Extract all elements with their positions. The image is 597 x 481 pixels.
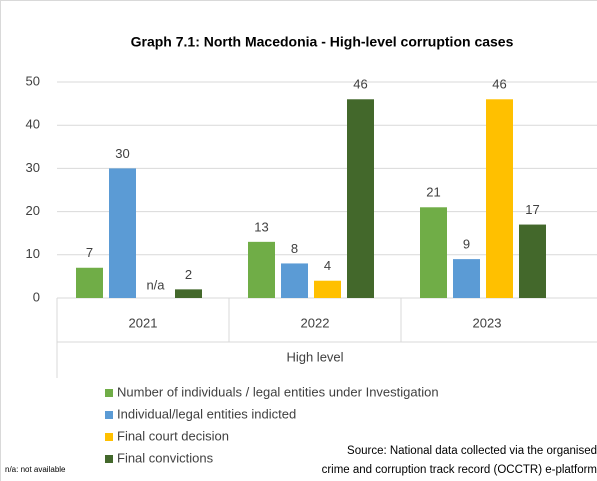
data-label: 46	[492, 77, 506, 92]
chart-title: Graph 7.1: North Macedonia - High-level …	[131, 34, 514, 50]
y-tick-label: 10	[26, 246, 40, 261]
y-tick-label: 0	[33, 289, 40, 304]
bar	[248, 241, 275, 298]
bar	[281, 263, 308, 298]
legend-label: Final court decision	[117, 428, 229, 443]
source: Source: National data collected via the …	[347, 445, 597, 457]
legend-label: Individual/legal entities indicted	[117, 406, 296, 421]
data-label: 7	[86, 245, 93, 260]
bar	[420, 207, 447, 298]
data-label: 46	[353, 77, 367, 92]
group-label: High level	[286, 349, 343, 364]
y-tick-label: 50	[26, 73, 40, 88]
legend-swatch	[105, 411, 113, 419]
data-label: 17	[525, 202, 539, 217]
bar	[175, 289, 202, 298]
legend-label: Final convictions	[117, 450, 214, 465]
data-label: 2	[185, 267, 192, 282]
bar	[314, 280, 341, 298]
legend-swatch	[105, 433, 113, 441]
x-tick-label: 2023	[473, 315, 502, 330]
legend-label: Number of individuals / legal entities u…	[117, 384, 439, 399]
data-label: n/a	[146, 277, 165, 292]
y-tick-label: 30	[26, 160, 40, 175]
data-label: 21	[426, 185, 440, 200]
data-label: 13	[254, 219, 268, 234]
data-label: 30	[115, 146, 129, 161]
data-label: 8	[291, 241, 298, 256]
y-tick-label: 40	[26, 117, 40, 132]
bar	[347, 99, 374, 298]
x-tick-label: 2021	[129, 315, 158, 330]
bar	[453, 259, 480, 298]
source: crime and corruption track record (OCCTR…	[322, 464, 597, 476]
bar	[76, 267, 103, 298]
x-tick-label: 2022	[301, 315, 330, 330]
bar	[486, 99, 513, 298]
data-label: 9	[463, 237, 470, 252]
legend-swatch	[105, 455, 113, 463]
note: n/a: not available	[5, 465, 66, 474]
y-tick-label: 20	[26, 203, 40, 218]
legend-swatch	[105, 389, 113, 397]
bar	[519, 224, 546, 298]
bar	[109, 168, 136, 298]
data-label: 4	[324, 258, 331, 273]
